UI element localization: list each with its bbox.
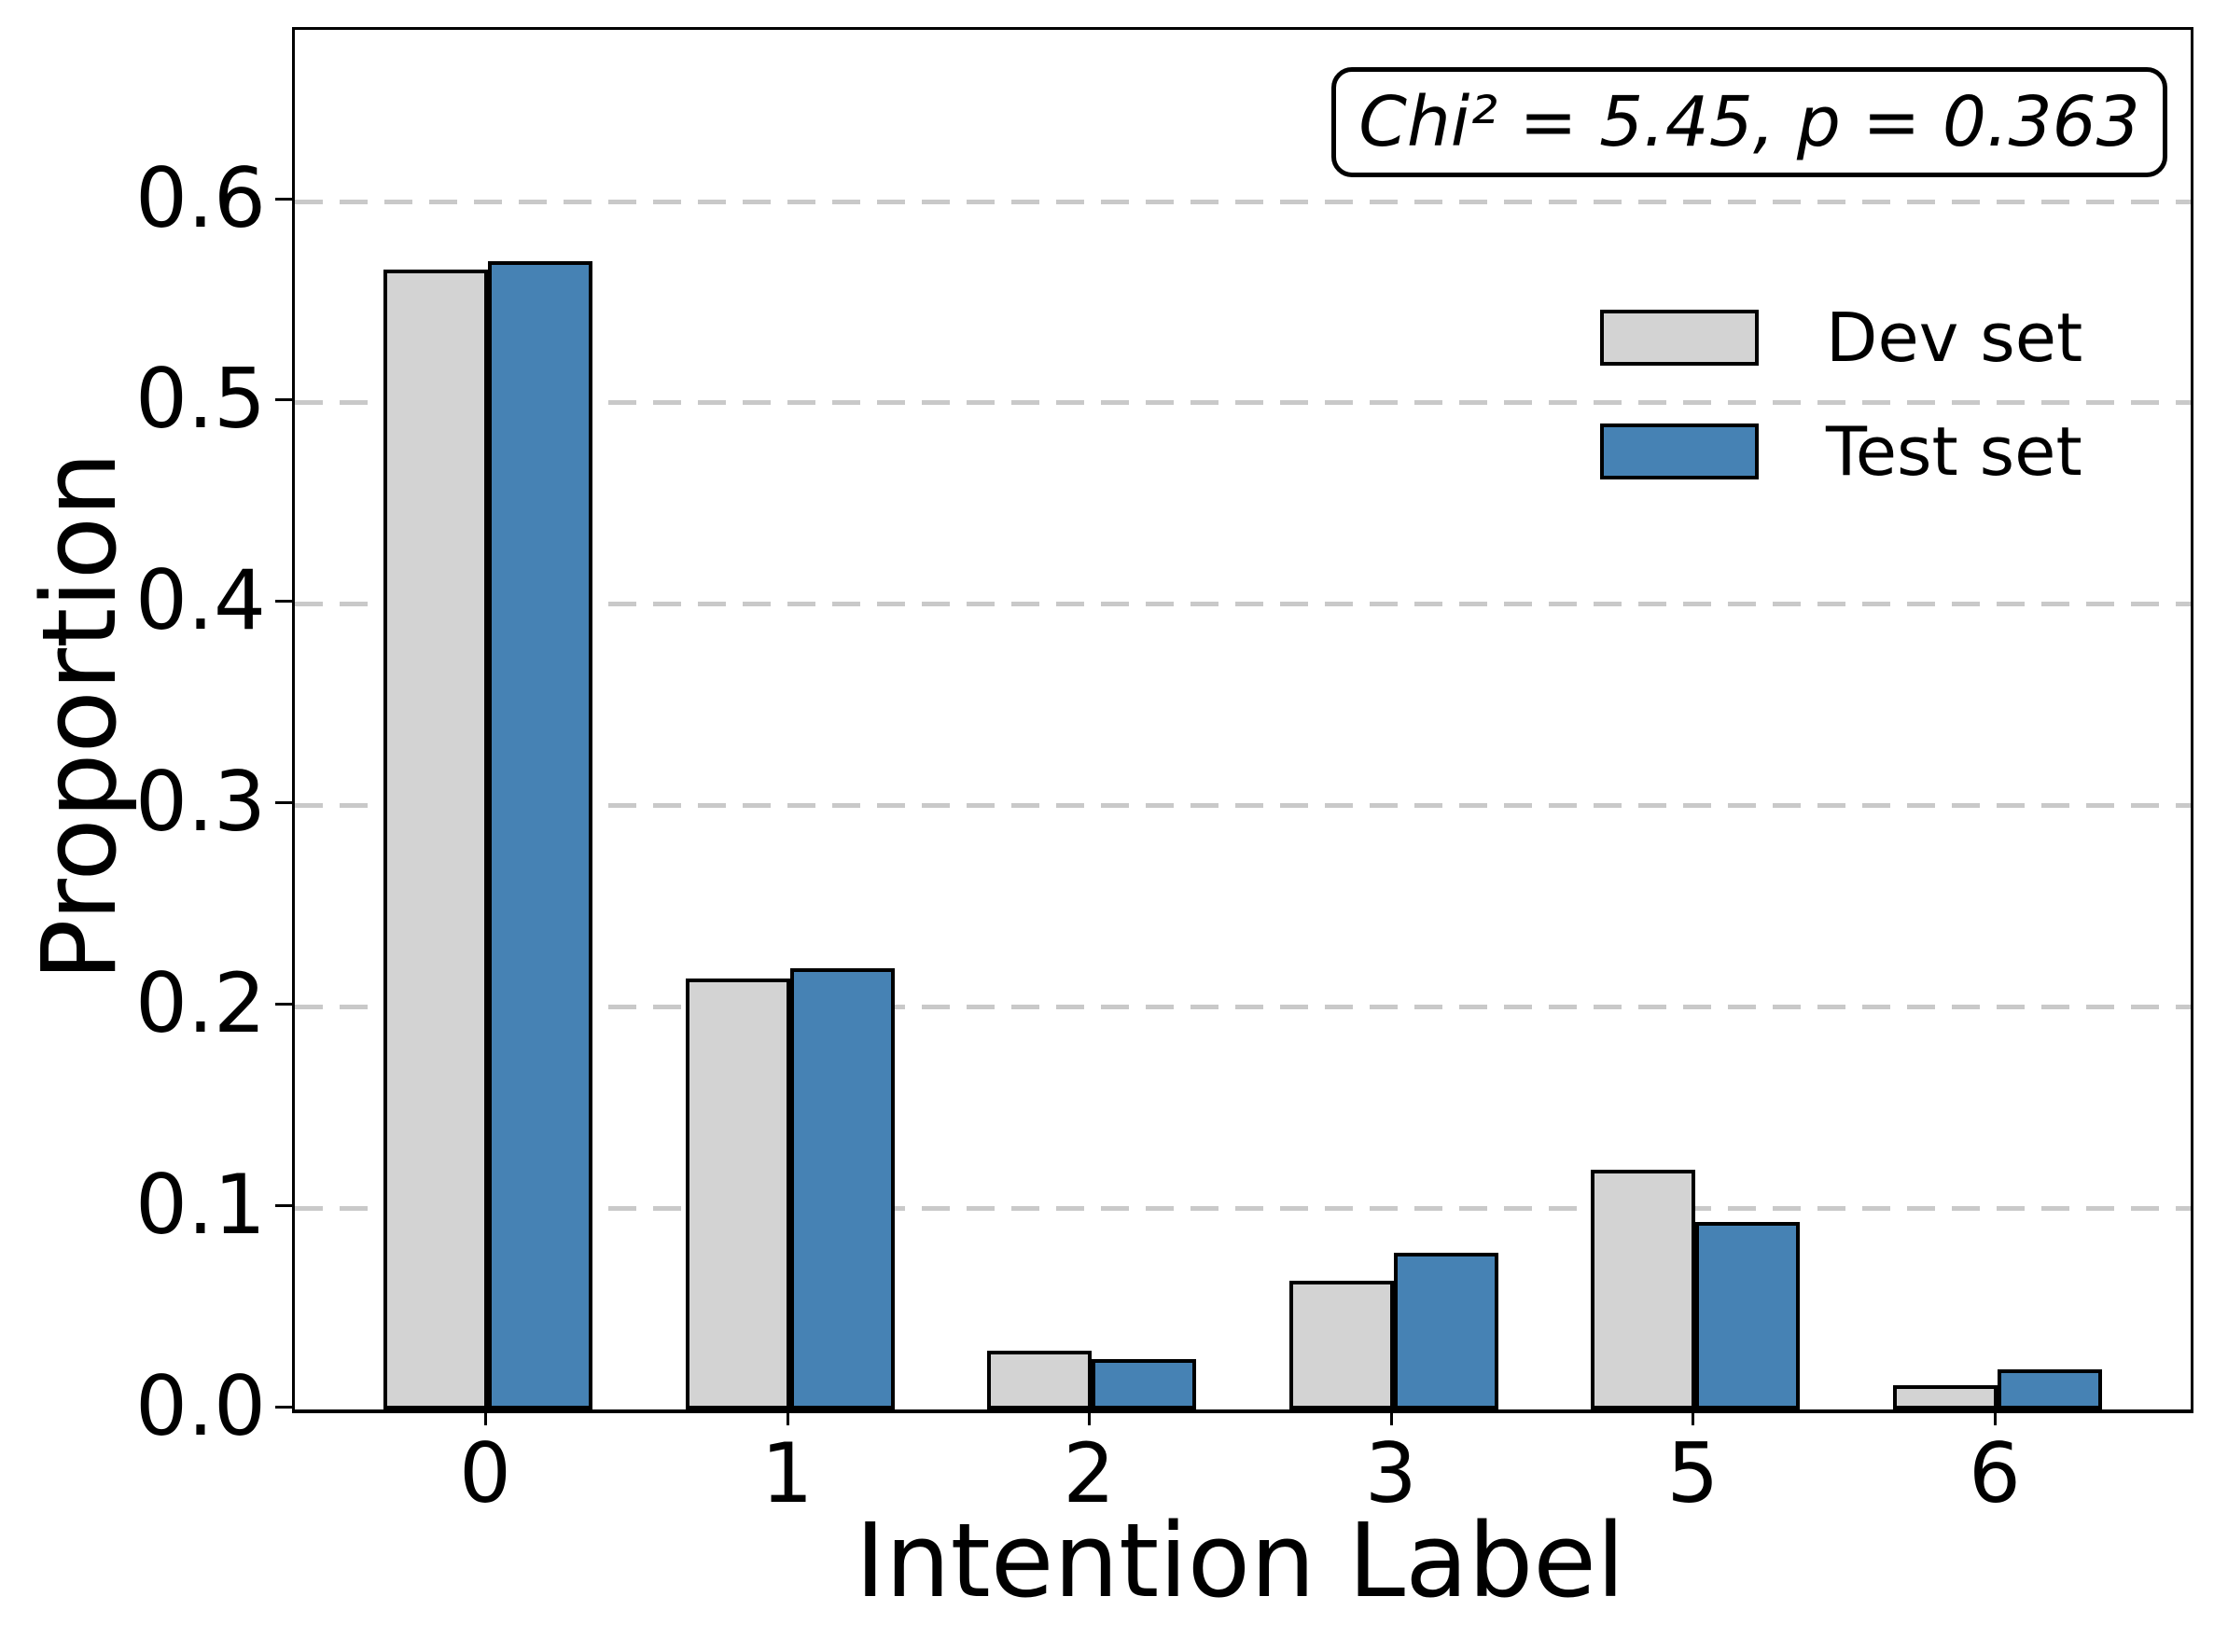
gridline-0.1	[295, 1206, 2191, 1212]
x-tick-mark-3	[1389, 1407, 1393, 1425]
x-tick-label-1: 1	[760, 1425, 814, 1521]
legend: Dev set Test set	[1600, 298, 2082, 491]
y-tick-label-0.2: 0.2	[135, 955, 266, 1052]
x-tick-label-6: 6	[1969, 1425, 2021, 1521]
gridline-0.4	[295, 602, 2191, 607]
x-tick-mark-5	[1692, 1407, 1695, 1425]
y-tick-mark-0.2	[275, 1003, 292, 1006]
x-axis-title: Intention Label	[855, 1501, 1625, 1620]
bar-dev-label-2	[987, 1351, 1093, 1409]
plot-area	[292, 27, 2193, 1413]
x-tick-label-3: 3	[1364, 1425, 1417, 1521]
y-axis-title: Proportion	[20, 451, 139, 981]
y-tick-mark-0.1	[275, 1204, 292, 1208]
y-tick-label-0.5: 0.5	[135, 351, 266, 448]
y-tick-label-0.4: 0.4	[135, 552, 266, 649]
gridline-0.5	[295, 400, 2191, 406]
bar-test-label-5	[1695, 1222, 1801, 1409]
gridline-0.3	[295, 803, 2191, 809]
gridline-0.2	[295, 1005, 2191, 1010]
chi-square-annotation-box: Chi² = 5.45, p = 0.363	[1331, 67, 2167, 177]
y-tick-mark-0.3	[275, 801, 292, 805]
bar-dev-label-6	[1893, 1385, 1998, 1409]
y-tick-label-0.0: 0.0	[135, 1358, 266, 1454]
test-set-swatch	[1600, 423, 1759, 479]
dev-set-label: Dev set	[1826, 298, 2083, 377]
legend-item-dev-set: Dev set	[1600, 298, 2082, 377]
y-tick-mark-0.5	[275, 398, 292, 402]
bar-test-label-3	[1393, 1252, 1498, 1409]
bar-test-label-1	[789, 968, 895, 1409]
legend-item-test-set: Test set	[1600, 412, 2082, 491]
y-tick-label-0.3: 0.3	[135, 754, 266, 851]
x-tick-mark-1	[786, 1407, 789, 1425]
bar-test-label-2	[1092, 1359, 1197, 1409]
y-tick-label-0.6: 0.6	[135, 149, 266, 246]
bar-dev-label-1	[685, 978, 790, 1409]
dev-set-swatch	[1600, 310, 1759, 366]
x-tick-mark-6	[1994, 1407, 1997, 1425]
y-tick-mark-0.0	[275, 1406, 292, 1409]
y-tick-mark-0.4	[275, 600, 292, 604]
bar-dev-label-3	[1288, 1280, 1394, 1409]
x-tick-mark-2	[1088, 1407, 1092, 1425]
x-tick-mark-0	[484, 1407, 487, 1425]
y-tick-label-0.1: 0.1	[135, 1157, 266, 1254]
bar-test-label-0	[488, 261, 592, 1409]
bar-test-label-6	[1998, 1368, 2102, 1409]
bar-dev-label-5	[1591, 1170, 1696, 1409]
y-tick-mark-0.6	[275, 197, 292, 201]
test-set-label: Test set	[1826, 412, 2082, 491]
x-tick-label-0: 0	[459, 1425, 511, 1521]
bar-dev-label-0	[383, 269, 488, 1409]
chi-square-annotation-text: Chi² = 5.45, p = 0.363	[1358, 82, 2140, 162]
x-tick-label-5: 5	[1666, 1425, 1720, 1521]
gridline-0.6	[295, 199, 2191, 204]
x-tick-label-2: 2	[1063, 1425, 1116, 1521]
